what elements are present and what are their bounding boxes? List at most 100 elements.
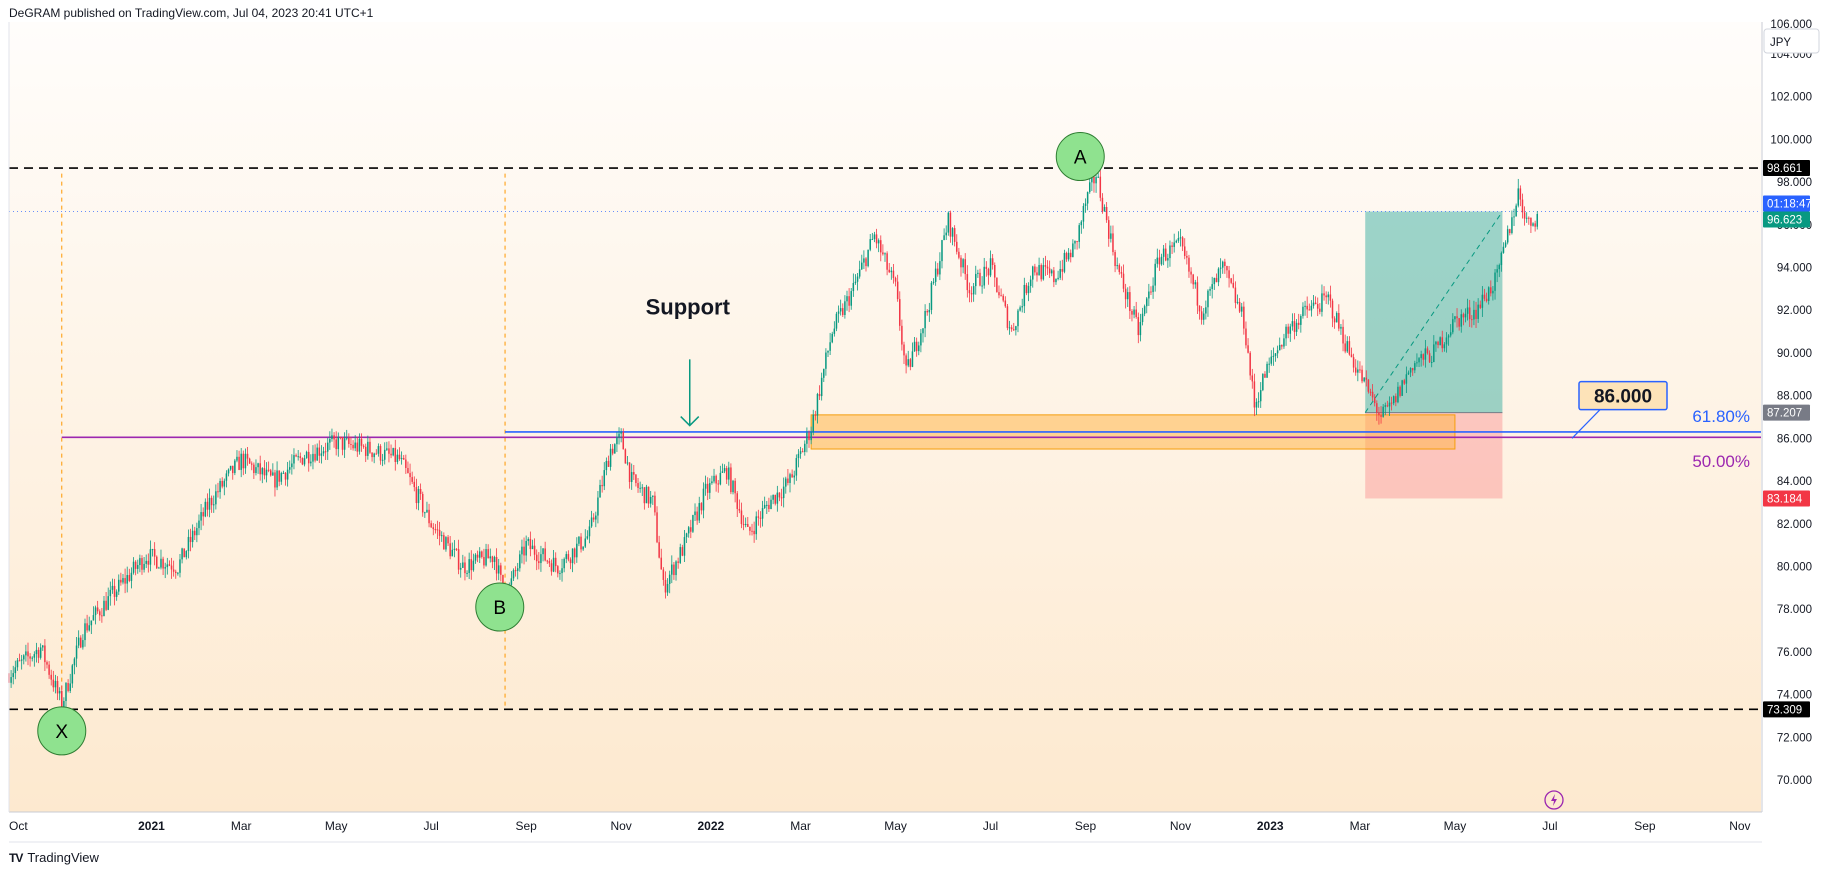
pivot-a[interactable]: A: [1055, 132, 1105, 182]
candle-body: [544, 548, 546, 561]
candle-body: [1519, 188, 1522, 200]
candle-body: [588, 526, 591, 537]
candle-body: [563, 558, 565, 569]
candle-body: [660, 557, 663, 570]
candle-body: [162, 558, 164, 569]
candle-body: [92, 615, 95, 621]
candle-body: [1152, 285, 1154, 293]
candle-body: [945, 232, 947, 236]
candle-body: [943, 235, 945, 241]
target-box[interactable]: [1578, 380, 1668, 411]
candle-body: [641, 487, 644, 489]
candle-body: [1401, 380, 1403, 396]
candle-body: [1359, 369, 1361, 371]
candle-body: [797, 453, 800, 459]
candle-body: [643, 487, 646, 504]
price-tag-2[interactable]: [1763, 404, 1810, 421]
candle-body: [620, 431, 622, 434]
support-low-price-tag[interactable]: [1763, 701, 1810, 718]
candle-body: [464, 562, 466, 574]
candle-body: [989, 258, 992, 276]
candle-body: [1150, 291, 1152, 293]
candle-body: [1091, 176, 1093, 183]
candle-body: [599, 484, 601, 498]
candle-body: [1513, 216, 1515, 218]
candle-body: [801, 451, 804, 453]
y-tick-label: 82.000: [1777, 519, 1812, 531]
candle-body: [12, 673, 14, 678]
price-tag-0-text: 01:18:47: [1767, 199, 1812, 211]
y-tick-label: 92.000: [1777, 305, 1812, 317]
candle-body: [472, 560, 475, 571]
candle-body: [1386, 405, 1389, 407]
candle-body: [288, 467, 291, 470]
price-tag-3[interactable]: [1763, 490, 1810, 507]
currency-selector[interactable]: [1763, 28, 1820, 54]
y-tick-label: 90.000: [1777, 348, 1812, 360]
candle-body: [455, 548, 458, 550]
candle-body: [846, 296, 848, 302]
candle-body: [115, 591, 118, 597]
candle-body: [1061, 268, 1064, 272]
candle-body: [1314, 302, 1317, 305]
price-tag-0[interactable]: [1763, 195, 1810, 212]
candle-body: [386, 448, 388, 450]
candle-body: [1236, 301, 1239, 303]
candle-body: [29, 656, 31, 659]
candle-body: [956, 241, 958, 252]
candle-body: [768, 504, 770, 509]
pivot-x[interactable]: X: [37, 706, 87, 756]
candle-body: [1173, 242, 1175, 247]
candle-body: [637, 483, 639, 488]
candle-body: [1329, 294, 1332, 301]
candle-body: [103, 600, 105, 617]
candle-body: [1245, 328, 1247, 346]
candle-body: [1521, 199, 1524, 213]
candle-body: [352, 444, 354, 449]
candle-body: [453, 548, 456, 550]
candle-body: [280, 473, 283, 482]
candle-body: [1479, 304, 1482, 308]
x-tick-label: May: [884, 819, 907, 833]
candle-body: [671, 564, 673, 575]
resistance-price-tag[interactable]: [1763, 160, 1810, 177]
price-tag-1[interactable]: [1763, 211, 1810, 228]
candle-body: [27, 651, 29, 657]
x-tick-label: Sep: [1075, 819, 1097, 833]
candle-body: [46, 662, 48, 665]
candle-body: [968, 290, 971, 294]
candle-body: [1133, 309, 1135, 315]
candle-body: [185, 551, 188, 558]
candle-body: [711, 481, 713, 484]
candle-body: [719, 472, 722, 485]
candle-body: [854, 281, 857, 283]
candle-body: [1224, 261, 1226, 267]
pivot-b[interactable]: B: [475, 582, 525, 632]
candle-body: [869, 239, 871, 250]
candle-body: [1500, 252, 1503, 266]
candle-body: [373, 453, 375, 458]
candle-body: [683, 537, 686, 556]
candle-body: [1308, 309, 1311, 311]
candle-body: [1439, 337, 1441, 346]
candle-body: [1264, 373, 1266, 378]
candle-body: [812, 414, 814, 433]
candle-body: [962, 259, 964, 268]
candle-body: [825, 352, 827, 369]
candle-body: [221, 480, 223, 487]
candle-body: [392, 448, 394, 456]
candle-body: [1240, 306, 1243, 312]
candle-body: [1044, 265, 1047, 267]
candle-body: [1498, 265, 1501, 270]
candle-body: [1487, 287, 1490, 301]
candle-body: [1232, 282, 1235, 288]
replay-lightning-icon[interactable]: [1544, 790, 1564, 810]
candle-body: [1019, 307, 1021, 311]
candle-body: [122, 578, 124, 583]
candle-body: [39, 647, 42, 658]
candle-body: [246, 453, 249, 459]
price-chart[interactable]: X B A Support 86.000 61.80% 50.00% 70.000 72.00…: [0, 0, 1835, 845]
candle-body: [721, 471, 724, 473]
y-tick-label: 84.000: [1777, 476, 1812, 488]
candle-body: [210, 497, 213, 506]
